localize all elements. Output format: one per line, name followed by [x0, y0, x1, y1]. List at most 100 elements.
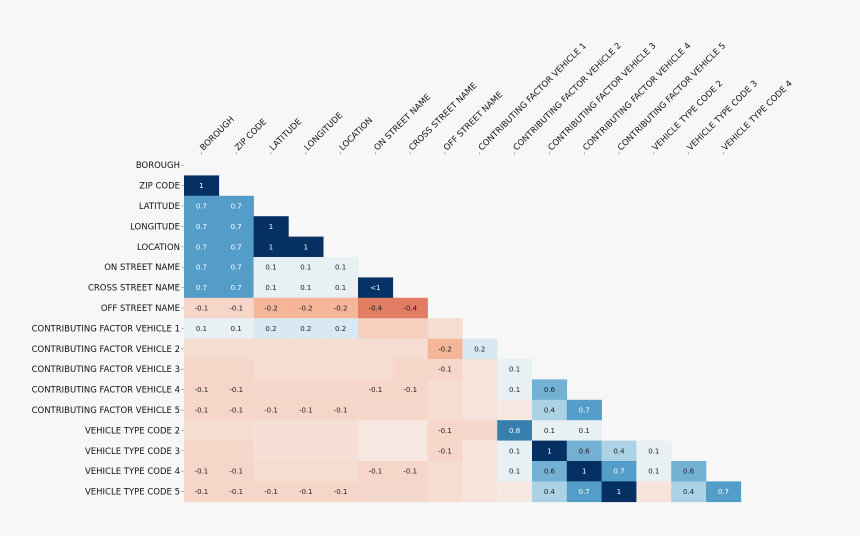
- heatmap-cell: [218, 440, 254, 462]
- heatmap-cell: [392, 379, 428, 401]
- heatmap-cell: [532, 379, 568, 401]
- heatmap-cell: [218, 297, 254, 319]
- heatmap-cell: [218, 195, 254, 217]
- cell-value-label: -0.1: [369, 468, 383, 476]
- cell-value-label: 1: [582, 468, 586, 476]
- cell-value-label: 0.8: [509, 427, 520, 435]
- cell-value-label: 0.7: [613, 468, 624, 476]
- column-tick-label: ON STREET NAME: [372, 92, 433, 153]
- cell-value-label: -0.4: [403, 305, 417, 313]
- heatmap-cell: [462, 338, 498, 360]
- heatmap-cell: [218, 379, 254, 401]
- heatmap-cell: [218, 461, 254, 482]
- row-tick-label: VEHICLE TYPE CODE 4: [85, 467, 180, 477]
- row-tick-label: CONTRIBUTING FACTOR VEHICLE 3: [32, 365, 180, 375]
- heatmap-cell: [427, 420, 463, 441]
- cell-value-label: 0.7: [231, 284, 242, 292]
- cell-value-label: 1: [199, 182, 203, 190]
- heatmap-cell: [462, 461, 498, 482]
- heatmap-cell: [358, 440, 394, 462]
- heatmap-cell: [323, 440, 359, 462]
- row-tick-label: OFF STREET NAME: [101, 304, 180, 314]
- heatmap-cell: [184, 195, 220, 217]
- heatmap-cell: [253, 481, 289, 503]
- cell-value-label: 1: [304, 243, 308, 251]
- cell-value-label: -0.1: [334, 488, 348, 496]
- heatmap-cell: [253, 399, 289, 421]
- cell-value-label: 0.1: [335, 264, 346, 272]
- heatmap-cell: [497, 420, 533, 441]
- column-tick-label: OFF STREET NAME: [442, 90, 505, 153]
- heatmap-cell: [218, 338, 254, 360]
- cell-value-label: 1: [269, 243, 273, 251]
- heatmap-cell: [288, 359, 324, 380]
- cell-value-label: -0.1: [369, 386, 383, 394]
- cell-value-label: 0.6: [683, 468, 695, 476]
- heatmap-cell: [218, 216, 254, 237]
- heatmap-cell: [253, 277, 289, 299]
- heatmap-cell: [288, 379, 324, 401]
- cell-value-label: 0.1: [265, 264, 276, 272]
- row-labels: BOROUGH ZIP CODE LATITUDE LONGITUDE LOCATION…: [32, 161, 184, 498]
- cell-value-label: 0.7: [196, 223, 207, 231]
- cell-value-label: -0.1: [195, 386, 209, 394]
- heatmap-cell: [358, 297, 394, 319]
- heatmap-cell: [601, 461, 637, 482]
- cell-value-label: 0.7: [231, 243, 242, 251]
- heatmap-cell: [427, 338, 463, 360]
- cell-value-label: 0.6: [579, 447, 591, 455]
- heatmap-cell: [218, 359, 254, 380]
- heatmap-cell: [253, 461, 289, 482]
- cell-value-label: -0.1: [438, 447, 452, 455]
- heatmap-cell: [358, 420, 394, 441]
- heatmap-cell: [218, 257, 254, 278]
- heatmap-cell: [427, 440, 463, 462]
- heatmap-cell: [462, 359, 498, 380]
- cell-value-label: 0.7: [718, 488, 729, 496]
- heatmap-cell: [288, 318, 324, 339]
- cell-value-label: 0.4: [544, 407, 556, 415]
- heatmap-cell: [497, 481, 533, 503]
- cell-value-label: 0.4: [683, 488, 695, 496]
- column-tick-label: LATITUDE: [268, 117, 304, 153]
- heatmap-cell: [392, 297, 428, 319]
- heatmap-cell: [427, 481, 463, 503]
- heatmap-cell: [462, 399, 498, 421]
- heatmap-cell: [323, 277, 359, 299]
- cell-value-label: 0.7: [231, 264, 242, 272]
- cell-value-label: -0.1: [299, 407, 313, 415]
- cell-value-label: <1: [370, 284, 380, 292]
- heatmap-cell: [288, 420, 324, 441]
- row-tick-label: CONTRIBUTING FACTOR VEHICLE 5: [32, 406, 180, 416]
- heatmap-cell: [636, 461, 672, 482]
- heatmap-cell: [253, 257, 289, 278]
- heatmap-cell: [218, 420, 254, 441]
- heatmap-cell: [218, 236, 254, 258]
- cell-value-label: 1: [547, 447, 551, 455]
- cell-value-label: -0.1: [229, 488, 243, 496]
- heatmap-cell: [184, 440, 220, 462]
- cell-value-label: 0.1: [509, 468, 520, 476]
- cell-value-label: -0.1: [334, 407, 348, 415]
- heatmap-cell: [358, 277, 394, 299]
- heatmap-cell: [392, 481, 428, 503]
- column-tick-label: ZIP CODE: [233, 117, 269, 153]
- heatmap-cell: [253, 379, 289, 401]
- heatmap-cell: [323, 318, 359, 339]
- heatmap-cell: [184, 481, 220, 503]
- row-tick-label: LONGITUDE: [130, 222, 180, 232]
- heatmap-cell: [706, 481, 742, 503]
- heatmap-cell: [253, 359, 289, 380]
- row-tick-label: ZIP CODE: [139, 182, 180, 192]
- heatmap-cell: [532, 481, 568, 503]
- cell-value-label: -0.2: [438, 345, 452, 353]
- heatmap-cell: [323, 257, 359, 278]
- heatmap-cell: [671, 481, 707, 503]
- cell-value-label: -0.1: [264, 407, 278, 415]
- heatmap-cell: [392, 420, 428, 441]
- row-tick-label: CONTRIBUTING FACTOR VEHICLE 2: [32, 345, 180, 355]
- cell-value-label: 0.1: [648, 468, 659, 476]
- heatmap-cell: [497, 461, 533, 482]
- cell-value-label: 0.7: [196, 264, 207, 272]
